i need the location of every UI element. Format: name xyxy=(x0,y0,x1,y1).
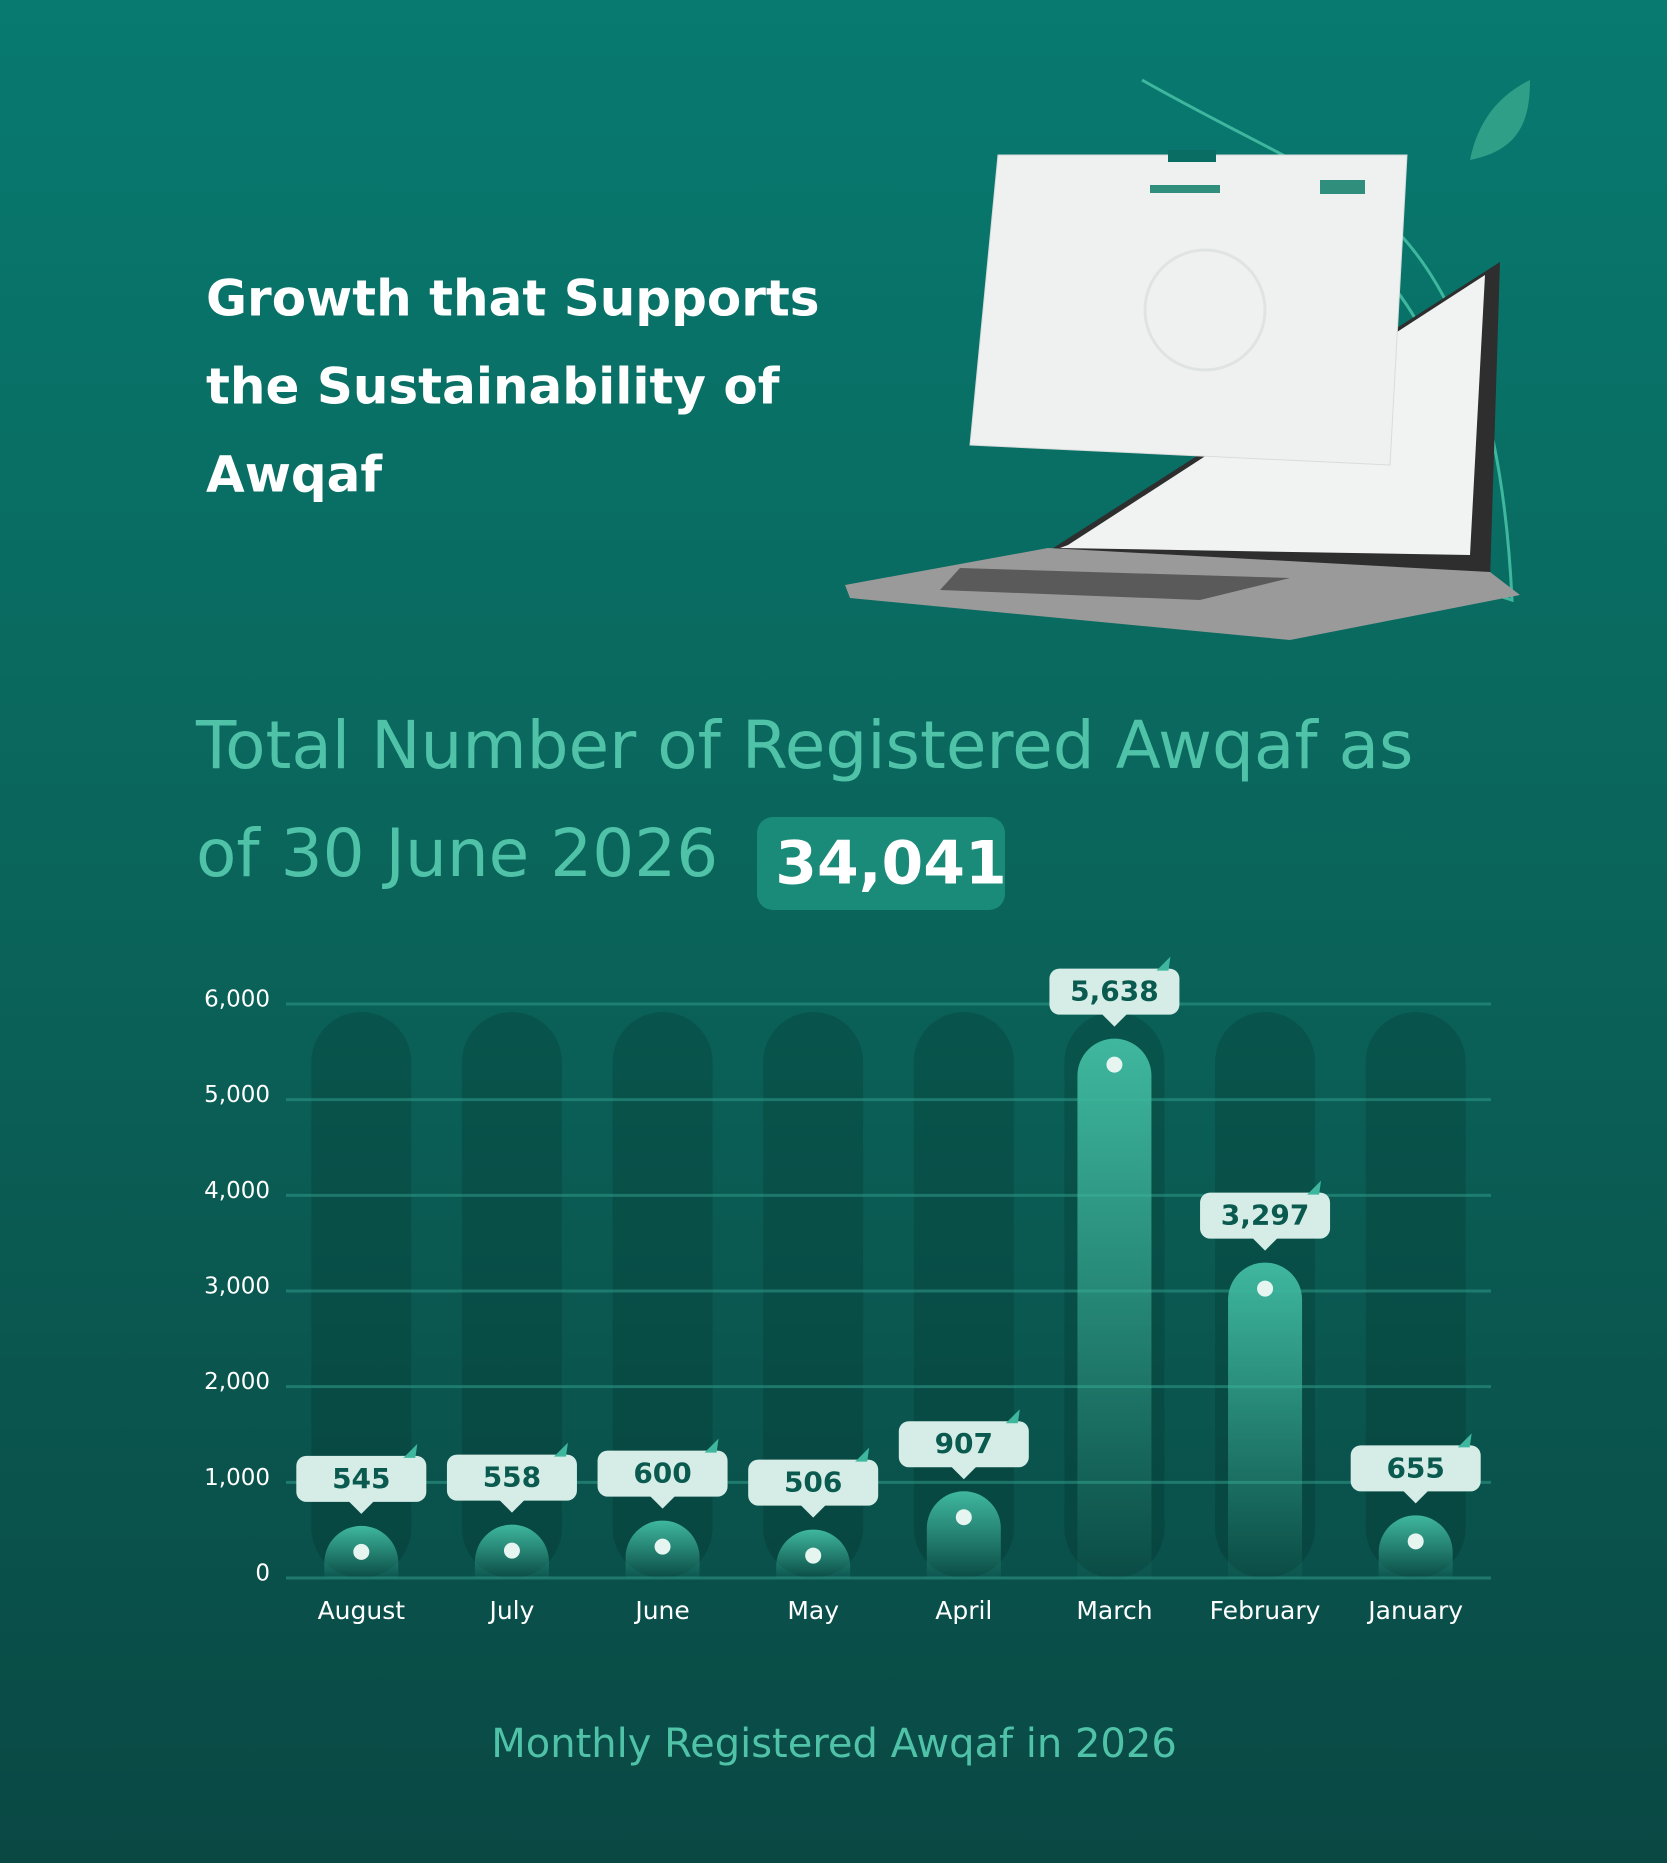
label-tail xyxy=(497,1498,526,1513)
x-tick-label: April xyxy=(935,1596,992,1625)
x-tick-label: February xyxy=(1210,1596,1321,1625)
label-tail xyxy=(347,1499,376,1514)
value-label: 907 xyxy=(935,1427,993,1460)
title-line: Growth that Supports xyxy=(206,270,820,328)
value-label: 558 xyxy=(483,1461,541,1494)
chart-caption: Monthly Registered Awqaf in 2026 xyxy=(491,1721,1177,1767)
page-title: Growth that Supports the Sustainability … xyxy=(206,270,820,504)
chart-title-line: Total Number of Registered Awqaf as xyxy=(195,707,1413,784)
bar-track xyxy=(612,1012,713,1578)
x-tick-label: July xyxy=(487,1596,534,1625)
x-tick-label: May xyxy=(787,1596,839,1625)
label-leaf xyxy=(855,1447,870,1462)
label-bubble xyxy=(1200,1192,1331,1239)
x-tick-label: June xyxy=(633,1596,689,1625)
laptop-illustration xyxy=(845,78,1530,640)
bar-dot xyxy=(1407,1533,1424,1550)
bar-dot xyxy=(503,1542,520,1559)
title-line: the Sustainability of xyxy=(206,358,781,416)
label-leaf xyxy=(1005,1409,1020,1424)
chart: 0 1,000 2,000 3,000 4,000 5,000 6,000 August 545… xyxy=(204,956,1491,1625)
chart-title-line: of 30 June 2026 xyxy=(196,815,718,892)
label-leaf xyxy=(403,1443,418,1458)
value-label: 545 xyxy=(332,1462,390,1495)
bar-dot xyxy=(1257,1280,1274,1297)
bar-dot xyxy=(805,1547,822,1564)
bar xyxy=(1228,1262,1303,1578)
y-tick-label: 0 xyxy=(255,1561,270,1587)
total-value: 34,041 xyxy=(775,829,1007,899)
bar-track xyxy=(763,1012,864,1578)
label-bubble xyxy=(1049,968,1180,1015)
label-tail xyxy=(949,1465,978,1480)
label-leaf xyxy=(553,1442,568,1457)
bar-dot xyxy=(654,1538,671,1555)
label-bubble xyxy=(1350,1445,1481,1492)
label-tail xyxy=(648,1494,677,1509)
y-tick-label: 6,000 xyxy=(204,987,270,1013)
label-bubble xyxy=(748,1459,879,1506)
y-tick-label: 1,000 xyxy=(204,1465,270,1491)
value-label: 5,638 xyxy=(1070,975,1159,1008)
bar-dot xyxy=(955,1509,972,1526)
total-badge xyxy=(757,817,1005,910)
bar-track xyxy=(461,1012,562,1578)
label-bubble xyxy=(446,1454,577,1501)
y-tick-label: 3,000 xyxy=(204,1274,270,1300)
x-tick-label: January xyxy=(1366,1596,1463,1625)
label-bubble xyxy=(898,1421,1029,1468)
title-line: Awqaf xyxy=(206,446,383,504)
label-tail xyxy=(799,1503,828,1518)
label-leaf xyxy=(1307,1180,1322,1195)
x-tick-label: August xyxy=(318,1596,406,1625)
value-label: 600 xyxy=(633,1457,691,1490)
label-bubble xyxy=(597,1450,728,1497)
chart-heading: Total Number of Registered Awqaf as of 3… xyxy=(195,707,1413,892)
label-leaf xyxy=(1457,1433,1472,1448)
x-tick-label: March xyxy=(1076,1596,1152,1625)
label-tail xyxy=(1401,1489,1430,1504)
value-label: 506 xyxy=(784,1466,842,1499)
bar xyxy=(1077,1038,1152,1578)
bar-dot xyxy=(1106,1056,1123,1073)
label-tail xyxy=(1251,1236,1280,1251)
y-tick-label: 5,000 xyxy=(204,1082,270,1108)
bar xyxy=(926,1491,1001,1578)
label-leaf xyxy=(704,1438,719,1453)
label-tail xyxy=(1100,1012,1129,1027)
label-leaf xyxy=(1156,956,1171,971)
value-label: 3,297 xyxy=(1221,1199,1310,1232)
y-tick-label: 4,000 xyxy=(204,1178,270,1204)
value-label: 655 xyxy=(1386,1451,1444,1484)
bar-track xyxy=(1365,1012,1466,1578)
y-tick-label: 2,000 xyxy=(204,1369,270,1395)
label-bubble xyxy=(296,1455,427,1502)
bar-track xyxy=(311,1012,412,1578)
bar-dot xyxy=(353,1543,370,1560)
